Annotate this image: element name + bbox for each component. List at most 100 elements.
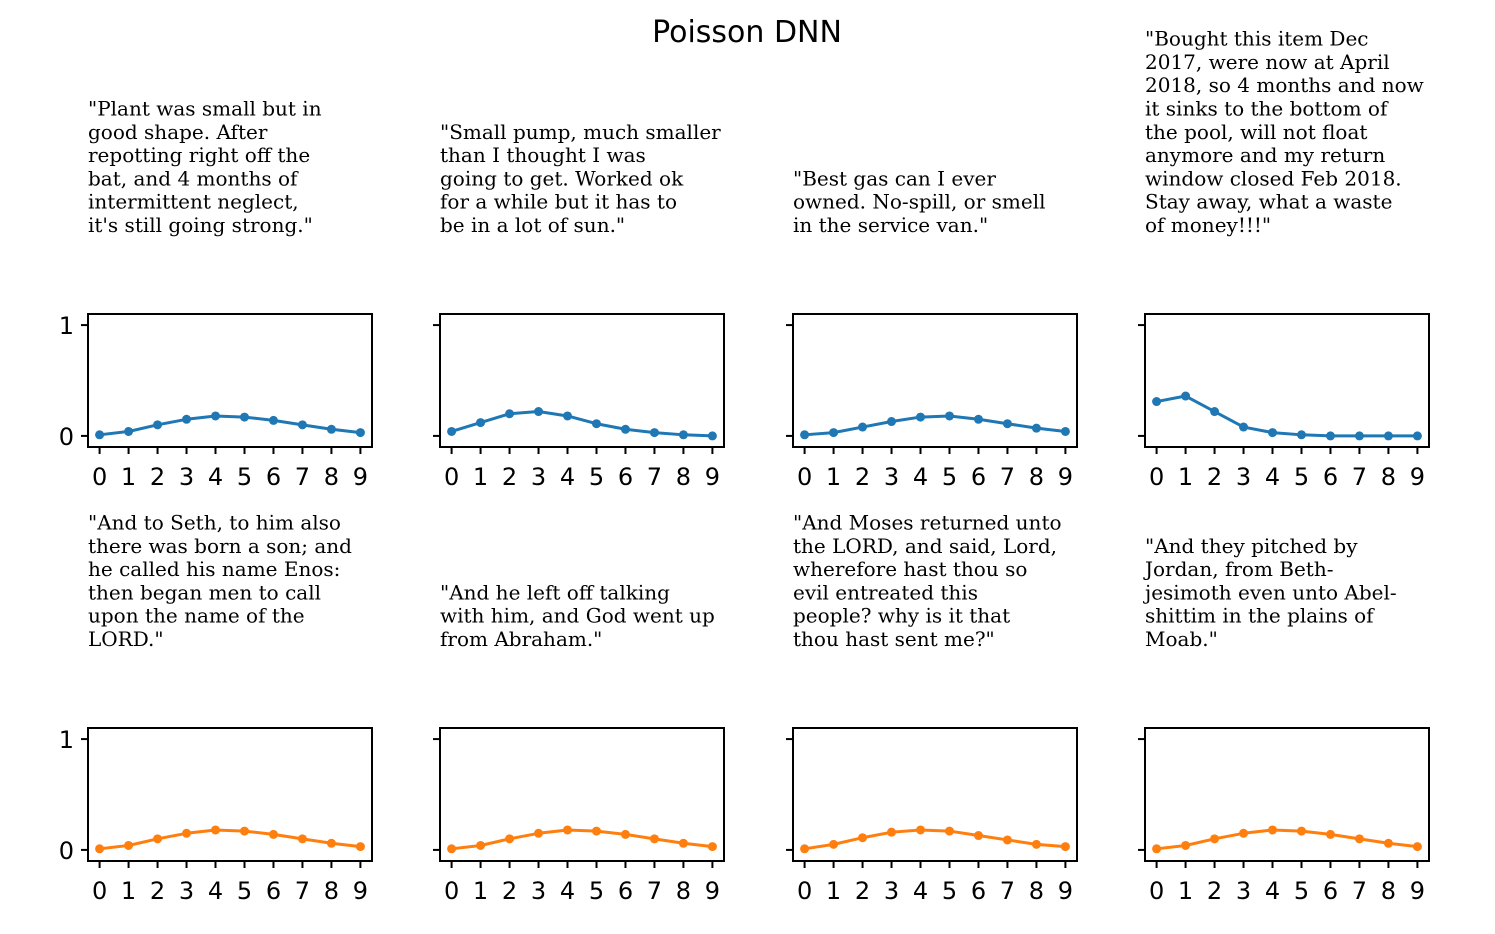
panel-text: "Small pump, much smaller than I thought … [440, 120, 721, 237]
panel-text-line: thou hast sent me?" [793, 627, 995, 651]
axes-frame [87, 727, 373, 862]
x-tick-label: 2 [502, 463, 517, 491]
x-tick-label: 6 [618, 877, 633, 905]
x-tick-label: 1 [473, 463, 488, 491]
panel-text-line: "Small pump, much smaller [440, 120, 721, 144]
x-tick-label: 0 [92, 463, 107, 491]
data-point [563, 825, 573, 835]
data-point [1268, 428, 1278, 438]
series-line [1155, 828, 1419, 851]
x-tick-label: 0 [797, 463, 812, 491]
data-point [916, 825, 926, 835]
data-point [1296, 430, 1306, 440]
x-tick-label: 2 [1207, 463, 1222, 491]
x-tick-label: 3 [1236, 877, 1251, 905]
x-tick-label: 0 [797, 877, 812, 905]
x-tick-label: 8 [324, 877, 339, 905]
data-point [916, 412, 926, 422]
data-point [1412, 431, 1422, 441]
data-point [1031, 839, 1041, 849]
x-tick-label: 2 [150, 463, 165, 491]
data-point [326, 838, 336, 848]
data-point [973, 414, 983, 424]
data-point [153, 834, 163, 844]
axes-frame [439, 727, 725, 862]
x-tick-label: 3 [884, 463, 899, 491]
x-tick-label: 6 [266, 463, 281, 491]
subplot-grid: "Plant was small but in good shape. After… [59, 27, 1430, 905]
panel-text-line: the LORD, and said, Lord, [793, 534, 1057, 558]
axes-frame [792, 313, 1078, 448]
data-point [858, 833, 868, 843]
panel-text-line: there was born a son; and [88, 534, 352, 558]
data-point [944, 826, 954, 836]
panel-text: "Plant was small but in good shape. After… [88, 97, 322, 238]
data-point [505, 834, 515, 844]
data-point [800, 844, 810, 854]
data-point [268, 829, 278, 839]
panel-text-line: LORD." [88, 627, 164, 651]
x-tick-label: 1 [121, 463, 136, 491]
subplot-2-2: "And he left off talking with him, and Go… [433, 580, 725, 905]
data-point [1002, 419, 1012, 429]
x-tick-label: 5 [942, 877, 957, 905]
x-tick-label: 6 [971, 877, 986, 905]
panel-text-line: 2018, so 4 months and now [1145, 73, 1424, 97]
x-tick-label: 7 [647, 877, 662, 905]
x-tick-label: 4 [560, 463, 575, 491]
data-point [1354, 431, 1364, 441]
data-point [1152, 397, 1162, 407]
x-tick-label: 5 [1294, 463, 1309, 491]
x-tick-label: 6 [266, 877, 281, 905]
data-point [649, 834, 659, 844]
panel-text-line: window closed Feb 2018. [1145, 166, 1402, 190]
x-tick-label: 9 [1410, 463, 1425, 491]
x-tick-label: 3 [531, 877, 546, 905]
panel-text-line: it's still going strong." [88, 213, 313, 237]
x-tick-label: 1 [826, 877, 841, 905]
data-point [95, 844, 105, 854]
x-tick-label: 8 [1381, 877, 1396, 905]
data-point [707, 842, 717, 852]
data-point [829, 428, 839, 438]
data-point [297, 420, 307, 430]
panel-text-line: be in a lot of sun." [440, 213, 625, 237]
data-point [124, 840, 134, 850]
series-line [1155, 394, 1419, 438]
figure-title: Poisson DNN [652, 15, 842, 50]
data-point [649, 428, 659, 438]
x-tick-label: 4 [913, 877, 928, 905]
x-tick-label: 0 [444, 463, 459, 491]
data-point [1060, 842, 1070, 852]
x-tick-label: 6 [1323, 463, 1338, 491]
axes-frame [1144, 313, 1430, 448]
series-line [803, 828, 1067, 851]
panel-text-line: Stay away, what a waste [1145, 190, 1392, 214]
data-point [800, 430, 810, 440]
panel-text-line: evil entreated this [793, 580, 978, 604]
data-point [447, 844, 457, 854]
x-tick-label: 9 [353, 877, 368, 905]
data-point [239, 412, 249, 422]
x-tick-label: 1 [1178, 463, 1193, 491]
panel-text: "Best gas can I ever owned. No-spill, or … [793, 166, 1045, 237]
panel-text-line: the pool, will not float [1145, 120, 1367, 144]
panel-text-line: people? why is it that [793, 604, 1010, 628]
data-point [1296, 826, 1306, 836]
data-point [1210, 407, 1220, 417]
data-point [1354, 834, 1364, 844]
axes-frame [792, 727, 1078, 862]
panel-text-line: than I thought I was [440, 143, 646, 167]
x-tick-label: 4 [208, 463, 223, 491]
data-point [1325, 829, 1335, 839]
data-point [1181, 391, 1191, 401]
x-tick-label: 9 [353, 463, 368, 491]
data-point [153, 420, 163, 430]
data-point [476, 840, 486, 850]
panel-text: "Bought this item Dec 2017, were now at A… [1145, 27, 1424, 237]
x-tick-label: 9 [705, 877, 720, 905]
y-tick-label: 1 [59, 312, 74, 340]
x-tick-label: 2 [502, 877, 517, 905]
data-point [858, 422, 868, 432]
data-point [591, 419, 601, 429]
